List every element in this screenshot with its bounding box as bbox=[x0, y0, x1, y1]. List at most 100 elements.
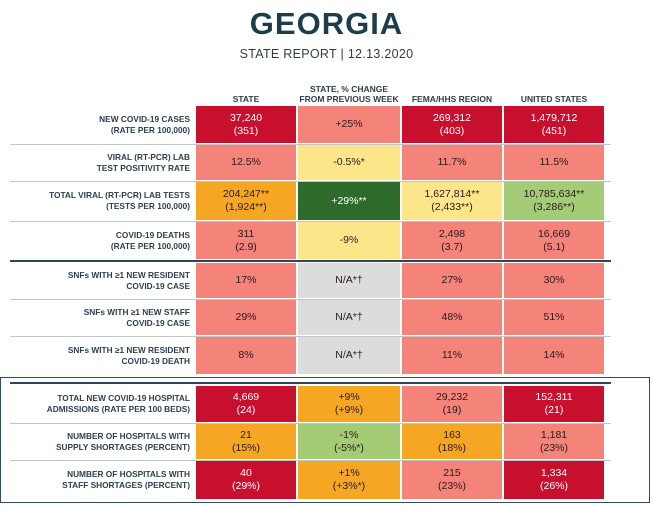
table-cell: 1,627,814** (2,433**) bbox=[402, 182, 502, 220]
cell-subvalue: (21) bbox=[544, 404, 564, 416]
cell-value: 1,181 bbox=[540, 428, 568, 441]
table-cell: -9% bbox=[298, 222, 400, 259]
table-cell: 11% bbox=[402, 337, 502, 374]
cell-subvalue: (15%) bbox=[231, 441, 260, 454]
table-cell: +9% (+9%) bbox=[298, 386, 400, 422]
cell-value: 30% bbox=[543, 274, 565, 286]
cell-subvalue: (3,286**) bbox=[533, 201, 575, 213]
cell-value: -1% bbox=[339, 428, 359, 441]
cell-value: -0.5%* bbox=[333, 156, 365, 168]
cell-subvalue: (-5%*) bbox=[334, 441, 364, 454]
text-line: SNFs WITH ≥1 NEW RESIDENT bbox=[67, 344, 190, 355]
cell-value: 16,669 bbox=[537, 227, 571, 240]
row-label: TOTAL NEW COVID-19 HOSPITAL ADMISSIONS (R… bbox=[40, 386, 190, 422]
cell-value: 11.5% bbox=[539, 156, 569, 168]
table-cell: 311 (2.9) bbox=[196, 222, 296, 259]
cell-value: 29% bbox=[235, 311, 257, 323]
table-cell: 2,498 (3.7) bbox=[402, 222, 502, 259]
cell-value: +1% bbox=[338, 467, 360, 479]
cell-value: 27% bbox=[441, 274, 463, 286]
cell-value: +9% bbox=[338, 391, 360, 403]
table-cell: 163 (18%) bbox=[402, 424, 502, 459]
cell-value: 37,240 bbox=[229, 111, 263, 124]
table-cell: 12.5% bbox=[196, 145, 296, 180]
table-cell: 29,232 (19) bbox=[402, 386, 502, 422]
cell-subvalue: (19) bbox=[442, 404, 462, 416]
cell-value: 163 bbox=[443, 428, 461, 441]
table-cell: 37,240 (351) bbox=[196, 106, 296, 143]
table-cell: +29%** bbox=[298, 182, 400, 220]
cell-subvalue: (3.7) bbox=[441, 240, 463, 253]
text-line: TEST POSITIVITY RATE bbox=[96, 162, 190, 173]
cell-subvalue: (23%) bbox=[539, 441, 568, 454]
cell-value: 152,311 bbox=[535, 391, 573, 403]
table-cell: 10,785,634** (3,286**) bbox=[504, 182, 604, 220]
text-line: (RATE PER 100,000) bbox=[110, 240, 190, 251]
cell-value: 311 bbox=[237, 227, 255, 240]
table-cell: +1% (+3%*) bbox=[298, 461, 400, 499]
table-cell: 152,311 (21) bbox=[504, 386, 604, 422]
cell-value: 10,785,634** bbox=[523, 188, 585, 200]
cell-value: 215 bbox=[443, 467, 461, 479]
cell-value: 8% bbox=[238, 349, 254, 361]
cell-value: 21 bbox=[240, 428, 252, 441]
cell-value: 11.7% bbox=[437, 156, 467, 168]
cell-value: 14% bbox=[543, 349, 565, 361]
text-line: STATE, % CHANGE bbox=[309, 84, 389, 94]
row-label: SNFs WITH ≥1 NEW STAFF COVID-19 CASE bbox=[40, 300, 190, 335]
report-subtitle: STATE REPORT | 12.13.2020 bbox=[239, 47, 414, 61]
table-cell: -0.5%* bbox=[298, 145, 400, 180]
cell-value: 2,498 bbox=[438, 227, 466, 240]
row-label: NUMBER OF HOSPITALS WITH STAFF SHORTAGES … bbox=[40, 461, 190, 499]
text-line: NUMBER OF HOSPITALS WITH bbox=[67, 469, 190, 479]
text-line: VIRAL (RT-PCR) LAB bbox=[107, 151, 190, 162]
row-divider bbox=[10, 382, 611, 384]
text-line: COVID-19 DEATH bbox=[121, 355, 190, 366]
cell-subvalue: (23%) bbox=[437, 480, 466, 492]
table-cell: 14% bbox=[504, 337, 604, 374]
column-header: FEMA/HHS REGION bbox=[402, 82, 502, 104]
table-cell: N/A*† bbox=[298, 300, 400, 335]
text-line: SNFs WITH ≥1 NEW RESIDENT bbox=[67, 269, 190, 280]
text-line: UNITED STATES bbox=[520, 94, 588, 104]
cell-value: +25% bbox=[335, 118, 363, 130]
cell-value: 1,627,814** bbox=[424, 188, 480, 200]
cell-value: 1,334 bbox=[540, 467, 568, 479]
text-line: COVID-19 CASE bbox=[126, 317, 190, 328]
table-cell: 30% bbox=[504, 263, 604, 298]
row-label: TOTAL VIRAL (RT-PCR) LAB TESTS (TESTS PER… bbox=[40, 182, 190, 220]
cell-subvalue: (29%) bbox=[231, 480, 260, 492]
cell-value: N/A*† bbox=[335, 349, 363, 361]
cell-subvalue: (2.9) bbox=[235, 240, 257, 253]
row-divider bbox=[10, 260, 611, 262]
cell-subvalue: (26%) bbox=[539, 480, 568, 492]
table-cell: -1% (-5%*) bbox=[298, 424, 400, 459]
table-cell: 29% bbox=[196, 300, 296, 335]
table-cell: 204,247** (1,924**) bbox=[196, 182, 296, 220]
cell-value: -9% bbox=[339, 234, 359, 246]
cell-value: 4,669 bbox=[232, 391, 260, 403]
row-divider bbox=[10, 460, 611, 461]
text-line: STATE bbox=[232, 94, 260, 104]
row-divider bbox=[10, 144, 611, 145]
table-cell: 269,312 (403) bbox=[402, 106, 502, 143]
text-line: FROM PREVIOUS WEEK bbox=[299, 94, 399, 104]
row-divider bbox=[10, 336, 611, 337]
table-cell: 48% bbox=[402, 300, 502, 335]
row-label: SNFs WITH ≥1 NEW RESIDENT COVID-19 DEATH bbox=[40, 337, 190, 374]
text-line: (RATE PER 100,000) bbox=[110, 124, 190, 135]
text-line: STAFF SHORTAGES (PERCENT) bbox=[62, 480, 190, 490]
cell-subvalue: (+3%*) bbox=[332, 480, 366, 492]
report-title: GEORGIA bbox=[249, 6, 404, 41]
cell-subvalue: (351) bbox=[233, 124, 259, 137]
row-divider bbox=[10, 221, 611, 222]
cell-value: 51% bbox=[543, 311, 565, 323]
text-line: (TESTS PER 100,000) bbox=[106, 201, 190, 211]
text-line: SUPPLY SHORTAGES (PERCENT) bbox=[55, 441, 190, 452]
text-line: NUMBER OF HOSPITALS WITH bbox=[67, 430, 190, 441]
table-cell: 27% bbox=[402, 263, 502, 298]
text-line: TOTAL VIRAL (RT-PCR) LAB TESTS bbox=[49, 190, 190, 200]
cell-subvalue: (5.1) bbox=[543, 240, 565, 253]
column-header: UNITED STATES bbox=[504, 82, 604, 104]
table-cell: 51% bbox=[504, 300, 604, 335]
